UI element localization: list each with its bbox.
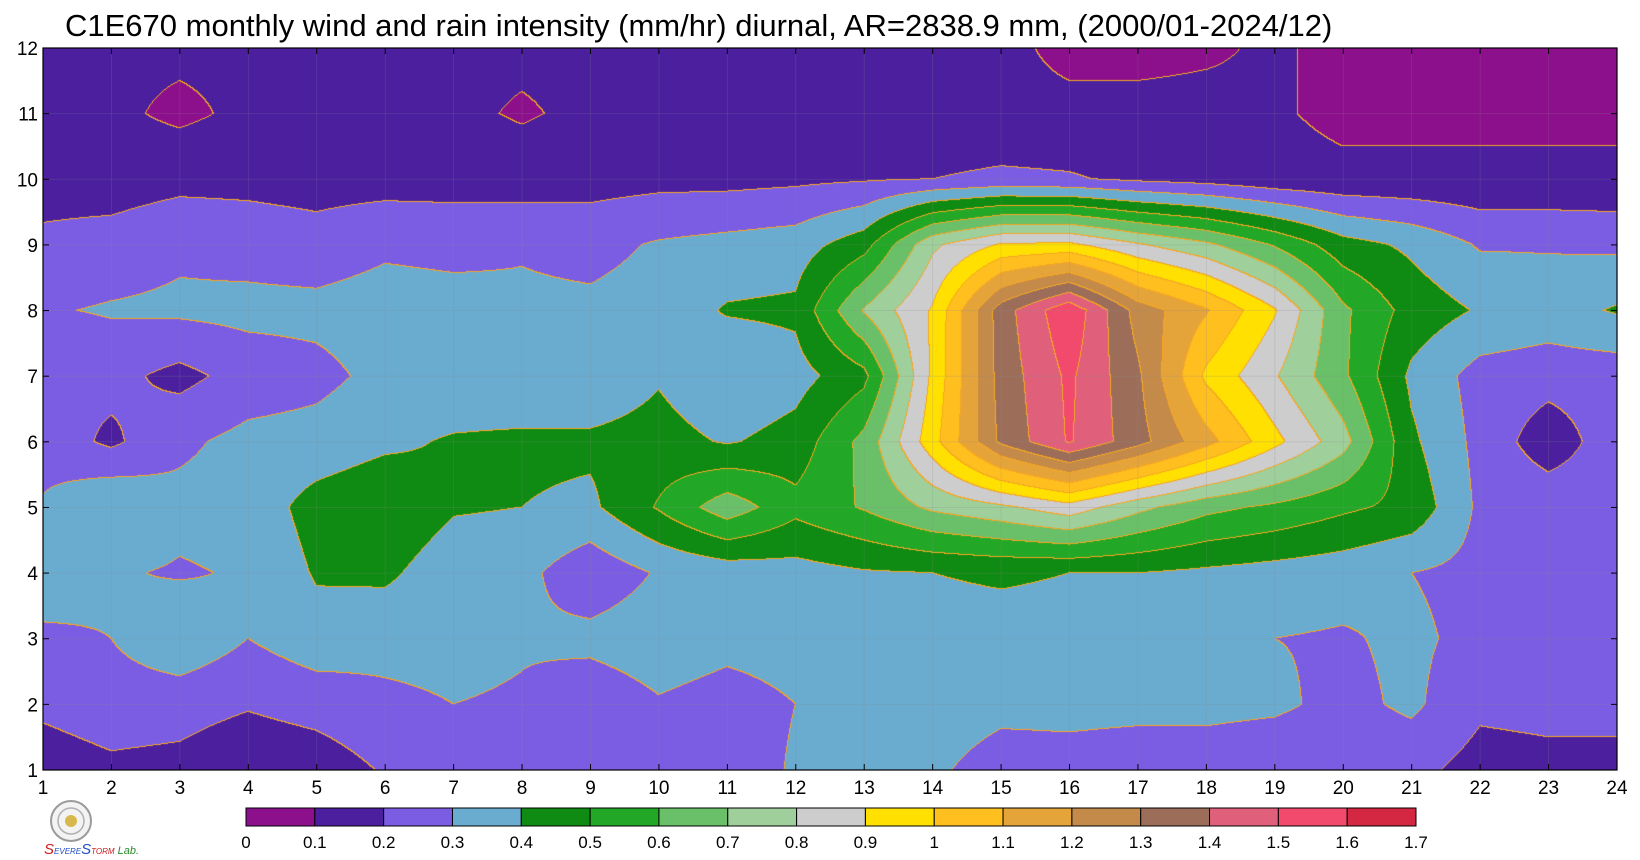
- logo-text-lab: Lab.: [115, 845, 139, 857]
- y-tick-label: 10: [17, 170, 38, 191]
- colorbar-tick-label: 0.8: [785, 833, 809, 852]
- y-tick-label: 1: [27, 761, 38, 782]
- y-tick-label: 12: [17, 39, 38, 60]
- seal-inner-ring: [57, 807, 85, 835]
- colorbar-tick-label: 1.1: [991, 833, 1015, 852]
- y-tick-label: 2: [27, 695, 38, 716]
- chart-title: C1E670 monthly wind and rain intensity (…: [65, 8, 1332, 43]
- x-tick-label: 7: [448, 778, 459, 799]
- colorbar-tick-label: 1.3: [1129, 833, 1153, 852]
- x-axis: 1 2 3 4 5 6 7 8 9 10 11 12 13 14 15 16 17 18 19 20 21 22 23 24: [38, 48, 1628, 799]
- x-tick-label: 12: [785, 778, 806, 799]
- colorbar-swatch: [245, 807, 316, 827]
- colorbar-swatch: [1002, 807, 1073, 827]
- x-tick-label: 19: [1264, 778, 1285, 799]
- x-tick-label: 16: [1059, 778, 1080, 799]
- colorbar-swatch: [1277, 807, 1348, 827]
- contour-field: [43, 48, 1617, 770]
- colorbar-swatch: [1140, 807, 1211, 827]
- colorbar-swatch: [658, 807, 729, 827]
- colorbar-swatch: [1071, 807, 1142, 827]
- x-tick-label: 9: [585, 778, 596, 799]
- x-tick-label: 8: [517, 778, 528, 799]
- colorbar-swatch: [520, 807, 591, 827]
- colorbar-tick-label: 1.7: [1404, 833, 1428, 852]
- x-tick-label: 3: [175, 778, 186, 799]
- x-tick-label: 17: [1127, 778, 1148, 799]
- logo-text-torm: TORM: [91, 847, 115, 856]
- plot-frame: [42, 47, 1618, 771]
- colorbar-tick-label: 0: [241, 833, 250, 852]
- colorbar-tick-label: 0.2: [372, 833, 396, 852]
- colorbar-swatch: [864, 807, 935, 827]
- y-tick-label: 5: [27, 498, 38, 519]
- seal-center: [65, 815, 77, 827]
- colorbar-tick-label: 0.7: [716, 833, 740, 852]
- colorbar-tick-label: 1.6: [1335, 833, 1359, 852]
- colorbar-tick-label: 0.6: [647, 833, 671, 852]
- colorbar-tick-label: 1: [930, 833, 939, 852]
- colorbar-swatch: [589, 807, 660, 827]
- severe-storm-lab-logo: SEVERESTORM Lab.: [44, 800, 139, 858]
- contour-raster: [43, 48, 1617, 770]
- x-tick-label: 13: [854, 778, 875, 799]
- x-tick-label: 18: [1196, 778, 1217, 799]
- colorbar-swatch: [727, 807, 798, 827]
- y-tick-label: 3: [27, 630, 38, 651]
- x-tick-label: 20: [1333, 778, 1354, 799]
- x-tick-label: 21: [1401, 778, 1422, 799]
- colorbar-swatch: [314, 807, 385, 827]
- x-tick-label: 14: [922, 778, 944, 799]
- logo-text-s1: S: [44, 841, 54, 858]
- y-tick-label: 9: [27, 236, 38, 257]
- x-tick-label: 4: [243, 778, 254, 799]
- colorbar-tick-label: 0.3: [441, 833, 465, 852]
- colorbar-swatch: [1209, 807, 1279, 827]
- colorbar-tick-label: 0.1: [303, 833, 327, 852]
- colorbar-swatch: [796, 807, 866, 827]
- x-tick-label: 10: [648, 778, 669, 799]
- colorbar-tick-label: 0.4: [509, 833, 533, 852]
- colorbar-swatch: [933, 807, 1004, 827]
- colorbar-tick-label: 0.5: [578, 833, 602, 852]
- y-tick-label: 11: [18, 105, 38, 126]
- logo-text-s2: S: [81, 841, 91, 858]
- colorbar-tick-label: 1.5: [1267, 833, 1291, 852]
- x-tick-label: 5: [311, 778, 322, 799]
- x-tick-label: 1: [38, 778, 49, 799]
- x-tick-label: 15: [991, 778, 1012, 799]
- colorbar-swatch: [383, 807, 453, 827]
- y-tick-label: 8: [27, 302, 38, 323]
- colorbar-tick-label: 1.2: [1060, 833, 1084, 852]
- y-tick-label: 7: [27, 367, 38, 388]
- y-tick-label: 6: [27, 433, 38, 454]
- x-tick-label: 23: [1538, 778, 1559, 799]
- x-tick-label: 24: [1606, 778, 1628, 799]
- colorbar-tick-label: 1.4: [1198, 833, 1222, 852]
- y-tick-label: 4: [27, 564, 38, 585]
- colorbar-tick-label: 0.9: [854, 833, 878, 852]
- colorbar-swatch: [1346, 807, 1417, 827]
- x-tick-label: 11: [717, 778, 737, 799]
- logo-text: SEVERESTORM Lab.: [44, 841, 139, 858]
- colorbar-swatch: [451, 807, 522, 827]
- x-tick-label: 22: [1470, 778, 1491, 799]
- colorbar: 0 0.1 0.2 0.3 0.4 0.5 0.6 0.7 0.8 0.9 1 1.1 1.2 1.3 1.…: [241, 807, 1428, 852]
- x-tick-label: 6: [380, 778, 391, 799]
- x-tick-label: 2: [106, 778, 117, 799]
- logo-text-evere: EVERE: [54, 847, 82, 856]
